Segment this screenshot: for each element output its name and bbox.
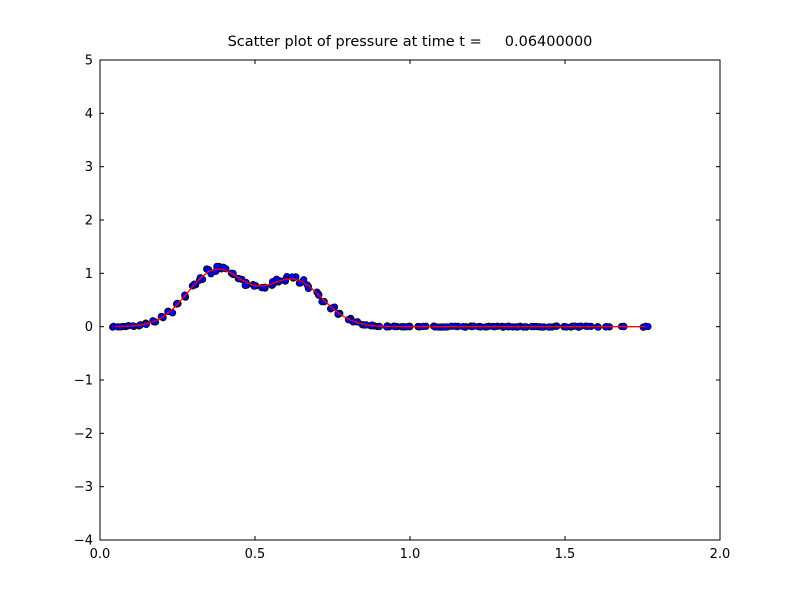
x-tick-label: 1.5 — [555, 547, 576, 562]
plot-title: Scatter plot of pressure at time t = 0.0… — [227, 34, 593, 50]
y-tick-label: 4 — [85, 107, 93, 122]
scatter-point — [219, 263, 227, 271]
y-tick-label: 0 — [85, 320, 93, 335]
pressure-scatter-series — [109, 262, 652, 331]
x-tick-label: 0.5 — [245, 547, 266, 562]
x-axis: 0.0 0.5 1.0 1.5 2.0 — [90, 60, 731, 562]
y-tick-label: −1 — [74, 374, 93, 389]
y-tick-label: 3 — [85, 160, 93, 175]
y-tick-label: −4 — [74, 534, 93, 549]
x-tick-label: 2.0 — [710, 547, 731, 562]
y-tick-label: 1 — [85, 267, 93, 282]
scatter-point — [644, 322, 652, 331]
reference-line — [115, 268, 646, 328]
y-tick-label: 2 — [85, 214, 93, 229]
y-axis: −4 −3 −2 −1 0 1 2 3 4 5 — [74, 54, 720, 549]
y-tick-label: −3 — [74, 480, 93, 495]
y-tick-label: 5 — [85, 54, 93, 69]
y-tick-label: −2 — [74, 427, 93, 442]
x-tick-label: 1.0 — [400, 547, 421, 562]
axes-frame — [99, 59, 721, 541]
x-tick-label: 0.0 — [90, 547, 111, 562]
scatter-point — [319, 297, 328, 306]
